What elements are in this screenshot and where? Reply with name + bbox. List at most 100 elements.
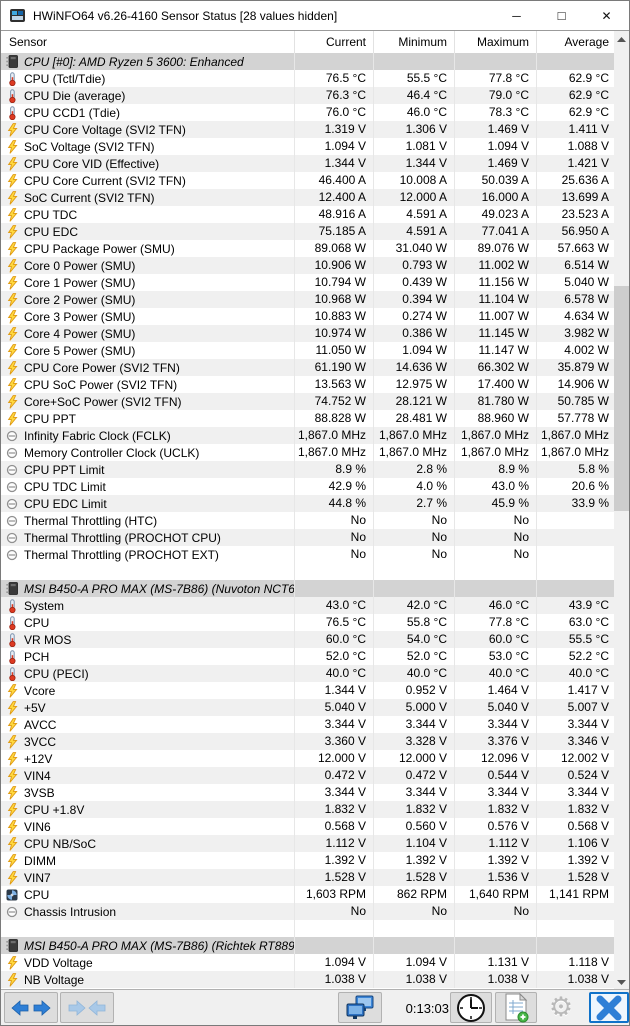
separator-cell (1, 563, 294, 580)
voltage-icon (5, 241, 19, 256)
maximum-value: No (454, 529, 536, 546)
sensor-row[interactable]: CPU Core Current (SVI2 TFN) 46.400 A 10.00… (1, 172, 616, 189)
sensor-row[interactable]: CPU +1.8V 1.832 V 1.832 V 1.832 V 1.832 V (1, 801, 616, 818)
vertical-scrollbar[interactable] (614, 31, 629, 991)
minimize-button[interactable]: ─ (512, 8, 521, 23)
sensor-row[interactable]: PCH 52.0 °C 52.0 °C 53.0 °C 52.2 °C (1, 648, 616, 665)
minimum-value: 3.328 V (373, 733, 454, 750)
sensor-row[interactable]: Core 5 Power (SMU) 11.050 W 1.094 W 11.147 … (1, 342, 616, 359)
reset-clock-button[interactable] (450, 992, 492, 1023)
section-header-row[interactable]: MSI B450-A PRO MAX (MS-7B86) (Nuvoton NC… (1, 580, 616, 597)
voltage-icon (5, 122, 19, 137)
current-value: 1.528 V (294, 869, 373, 886)
sensor-row[interactable]: CPU PPT 88.828 W 28.481 W 88.960 W 57.778 W (1, 410, 616, 427)
sensor-label: CPU CCD1 (Tdie) (24, 105, 121, 120)
sensor-row[interactable]: CPU Core VID (Effective) 1.344 V 1.344 V 1.… (1, 155, 616, 172)
close-sensors-button[interactable] (589, 992, 629, 1023)
sensor-row[interactable]: Core+SoC Power (SVI2 TFN) 74.752 W 28.121 … (1, 393, 616, 410)
sensor-row[interactable]: CPU Core Power (SVI2 TFN) 61.190 W 14.636 … (1, 359, 616, 376)
column-header-maximum[interactable]: Maximum (454, 31, 536, 53)
sensor-row[interactable]: 3VSB 3.344 V 3.344 V 3.344 V 3.344 V (1, 784, 616, 801)
scrollbar-thumb[interactable] (614, 286, 629, 511)
sensor-row[interactable]: VIN6 0.568 V 0.560 V 0.576 V 0.568 V (1, 818, 616, 835)
sensor-row[interactable]: Core 1 Power (SMU) 10.794 W 0.439 W 11.156 … (1, 274, 616, 291)
sensor-row[interactable]: CPU (Tctl/Tdie) 76.5 °C 55.5 °C 77.8 °C 62.9… (1, 70, 616, 87)
sensor-row[interactable]: AVCC 3.344 V 3.344 V 3.344 V 3.344 V (1, 716, 616, 733)
sensor-row[interactable]: +12V 12.000 V 12.000 V 12.096 V 12.002 V (1, 750, 616, 767)
sensor-row[interactable]: Core 2 Power (SMU) 10.968 W 0.394 W 11.104 … (1, 291, 616, 308)
sensor-row[interactable]: SoC Voltage (SVI2 TFN) 1.094 V 1.081 V 1.09… (1, 138, 616, 155)
sensor-label: CPU Core Power (SVI2 TFN) (24, 360, 180, 375)
sensor-row[interactable]: NB Voltage 1.038 V 1.038 V 1.038 V 1.038 V (1, 971, 616, 988)
sensor-name-cell: CPU Core Current (SVI2 TFN) (1, 172, 294, 189)
sensor-row[interactable]: Infinity Fabric Clock (FCLK) 1,867.0 MHz 1… (1, 427, 616, 444)
scroll-up-arrow-icon[interactable] (614, 31, 629, 48)
sensor-row[interactable]: Thermal Throttling (PROCHOT EXT) No No No (1, 546, 616, 563)
sensor-row[interactable]: Thermal Throttling (PROCHOT CPU) No No No (1, 529, 616, 546)
section-title: MSI B450-A PRO MAX (MS-7B86) (Richtek RT… (24, 938, 294, 953)
minimum-value: 3.344 V (373, 716, 454, 733)
current-value: 1.832 V (294, 801, 373, 818)
minimum-value: 1,867.0 MHz (373, 444, 454, 461)
sensor-row[interactable]: +5V 5.040 V 5.000 V 5.040 V 5.007 V (1, 699, 616, 716)
current-value: 60.0 °C (294, 631, 373, 648)
column-header-average[interactable]: Average (536, 31, 616, 53)
section-header-row[interactable]: CPU [#0]: AMD Ryzen 5 3600: Enhanced (1, 53, 616, 70)
temperature-icon (5, 615, 19, 630)
maximum-value: 78.3 °C (454, 104, 536, 121)
section-header-row[interactable]: MSI B450-A PRO MAX (MS-7B86) (Richtek RT… (1, 937, 616, 954)
column-header-current[interactable]: Current (294, 31, 373, 53)
sensor-row[interactable]: CPU Core Voltage (SVI2 TFN) 1.319 V 1.306 … (1, 121, 616, 138)
sensor-name-cell: CPU EDC Limit (1, 495, 294, 512)
sensor-row[interactable]: Core 3 Power (SMU) 10.883 W 0.274 W 11.007 … (1, 308, 616, 325)
maximum-value: 81.780 W (454, 393, 536, 410)
sensor-row[interactable]: CPU Die (average) 76.3 °C 46.4 °C 79.0 °C 62… (1, 87, 616, 104)
sensor-row[interactable]: CPU TDC 48.916 A 4.591 A 49.023 A 23.523 A (1, 206, 616, 223)
sensor-row[interactable]: Thermal Throttling (HTC) No No No (1, 512, 616, 529)
sensor-row[interactable]: Core 4 Power (SMU) 10.974 W 0.386 W 11.145 … (1, 325, 616, 342)
sensor-name-cell: Chassis Intrusion (1, 903, 294, 920)
average-value: 57.778 W (536, 410, 616, 427)
sensor-row[interactable]: Chassis Intrusion No No No (1, 903, 616, 920)
sensor-row[interactable]: CPU CCD1 (Tdie) 76.0 °C 46.0 °C 78.3 °C 62.9… (1, 104, 616, 121)
sensor-row[interactable]: CPU SoC Power (SVI2 TFN) 13.563 W 12.975 W… (1, 376, 616, 393)
remote-monitoring-button[interactable] (338, 992, 382, 1023)
sensor-row[interactable]: VIN4 0.472 V 0.472 V 0.544 V 0.524 V (1, 767, 616, 784)
sensor-label: Core 2 Power (SMU) (24, 292, 136, 307)
sensor-row[interactable]: Core 0 Power (SMU) 10.906 W 0.793 W 11.002 … (1, 257, 616, 274)
sensor-row[interactable]: CPU EDC 75.185 A 4.591 A 77.041 A 56.950 A (1, 223, 616, 240)
sensor-row[interactable]: CPU NB/SoC 1.112 V 1.104 V 1.112 V 1.106 V (1, 835, 616, 852)
sensor-row[interactable]: VDD Voltage 1.094 V 1.094 V 1.131 V 1.118 V (1, 954, 616, 971)
swap-columns-button[interactable] (4, 992, 58, 1023)
sensor-row[interactable]: CPU TDC Limit 42.9 % 4.0 % 43.0 % 20.6 % (1, 478, 616, 495)
column-header-minimum[interactable]: Minimum (373, 31, 454, 53)
sensor-row[interactable]: VR MOS 60.0 °C 54.0 °C 60.0 °C 55.5 °C (1, 631, 616, 648)
sensor-row[interactable]: 3VCC 3.360 V 3.328 V 3.376 V 3.346 V (1, 733, 616, 750)
average-value: 6.514 W (536, 257, 616, 274)
sensor-row[interactable]: CPU EDC Limit 44.8 % 2.7 % 45.9 % 33.9 % (1, 495, 616, 512)
sensor-row[interactable]: CPU 76.5 °C 55.8 °C 77.8 °C 63.0 °C (1, 614, 616, 631)
sensor-row[interactable]: VIN7 1.528 V 1.528 V 1.536 V 1.528 V (1, 869, 616, 886)
sensor-row[interactable]: Vcore 1.344 V 0.952 V 1.464 V 1.417 V (1, 682, 616, 699)
average-value: 56.950 A (536, 223, 616, 240)
separator-cell (373, 920, 454, 937)
sensor-row[interactable]: Memory Controller Clock (UCLK) 1,867.0 MH… (1, 444, 616, 461)
sensor-name-cell: +12V (1, 750, 294, 767)
sensor-row[interactable]: System 43.0 °C 42.0 °C 46.0 °C 43.9 °C (1, 597, 616, 614)
maximum-value: 40.0 °C (454, 665, 536, 682)
sensor-row[interactable]: CPU 1,603 RPM 862 RPM 1,640 RPM 1,141 RPM (1, 886, 616, 903)
sensor-row[interactable]: CPU (PECI) 40.0 °C 40.0 °C 40.0 °C 40.0 °C (1, 665, 616, 682)
logging-start-button[interactable] (495, 992, 537, 1023)
close-button[interactable]: ✕ (601, 8, 612, 23)
sensor-row[interactable]: CPU PPT Limit 8.9 % 2.8 % 8.9 % 5.8 % (1, 461, 616, 478)
column-header-sensor[interactable]: Sensor (9, 35, 48, 49)
maximize-button[interactable]: □ (557, 8, 566, 23)
sensor-label: 3VSB (24, 785, 55, 800)
scroll-down-arrow-icon[interactable] (614, 974, 629, 991)
minimum-value: 31.040 W (373, 240, 454, 257)
maximum-value: 3.344 V (454, 716, 536, 733)
sensor-row[interactable]: SoC Current (SVI2 TFN) 12.400 A 12.000 A 16… (1, 189, 616, 206)
sensor-row[interactable]: DIMM 1.392 V 1.392 V 1.392 V 1.392 V (1, 852, 616, 869)
sensor-name-cell: NB Voltage (1, 971, 294, 988)
